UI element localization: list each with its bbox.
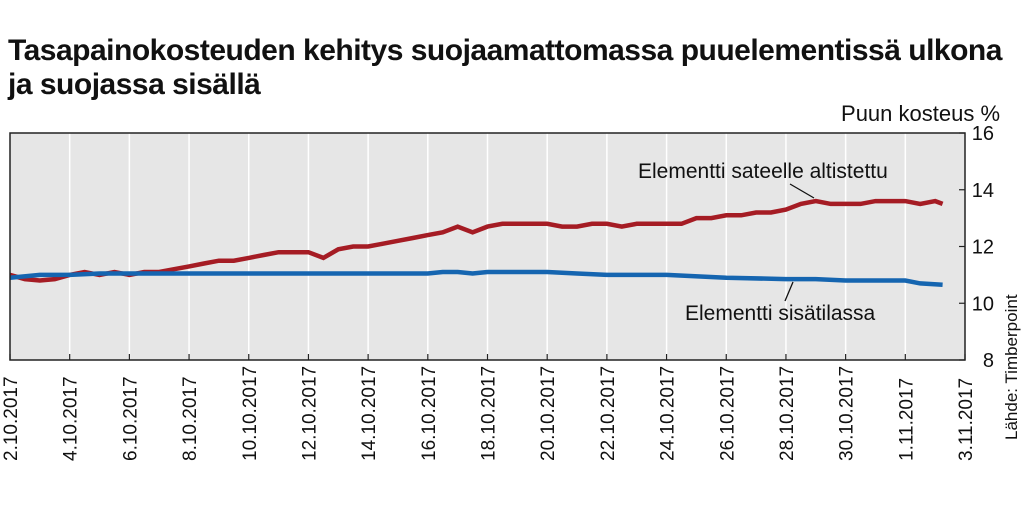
y-tick-label: 8 (983, 350, 994, 372)
y-tick-label: 16 (972, 123, 994, 145)
series-line-exposed (9, 198, 944, 283)
annotations: Elementti sateelle altistettu Elementti s… (638, 160, 888, 325)
annotation-indoor: Elementti sisätilassa (685, 302, 876, 325)
y-tick-label: 10 (972, 293, 994, 315)
x-tick-label: 1.11.2017 (896, 378, 917, 461)
gridlines (68, 133, 907, 360)
x-tick-label: 10.10.2017 (240, 366, 261, 461)
series-line-indoor (9, 269, 943, 288)
y-tick-label: 12 (972, 237, 994, 259)
annotation-leader-exposed (789, 183, 815, 199)
x-tick-label: 18.10.2017 (479, 366, 500, 461)
x-tick-label: 16.10.2017 (419, 366, 440, 461)
annotation-exposed: Elementti sateelle altistettu (638, 160, 888, 183)
series-lines (9, 198, 944, 288)
y-axis: 8 10 12 14 16 (959, 123, 994, 372)
chart-title: Tasapainokosteuden kehitys suojaamattoma… (8, 34, 1002, 101)
x-tick-label: 2.10.2017 (1, 376, 22, 461)
x-tick-label: 30.10.2017 (837, 366, 858, 461)
x-tick-label: 14.10.2017 (359, 366, 380, 461)
y-tick-label: 14 (972, 180, 994, 202)
x-tick-label: 6.10.2017 (120, 376, 141, 461)
y-axis-label: Puun kosteus % (841, 101, 1000, 126)
x-tick-label: 20.10.2017 (538, 366, 559, 461)
x-tick-label: 28.10.2017 (777, 366, 798, 461)
x-tick-label: 22.10.2017 (598, 366, 619, 461)
x-tick-label: 26.10.2017 (717, 366, 738, 461)
x-tick-label: 24.10.2017 (658, 366, 679, 461)
x-tick-label: 4.10.2017 (61, 376, 82, 461)
x-tick-label: 3.11.2017 (956, 378, 977, 461)
x-tick-label: 8.10.2017 (180, 376, 201, 461)
source-credit: Lähde: Timberpoint (1002, 294, 1021, 440)
annotation-leader-indoor (784, 281, 794, 302)
x-axis: 2.10.2017 4.10.2017 6.10.2017 8.10.2017 10.1… (1, 354, 977, 461)
x-tick-label: 12.10.2017 (299, 366, 320, 461)
